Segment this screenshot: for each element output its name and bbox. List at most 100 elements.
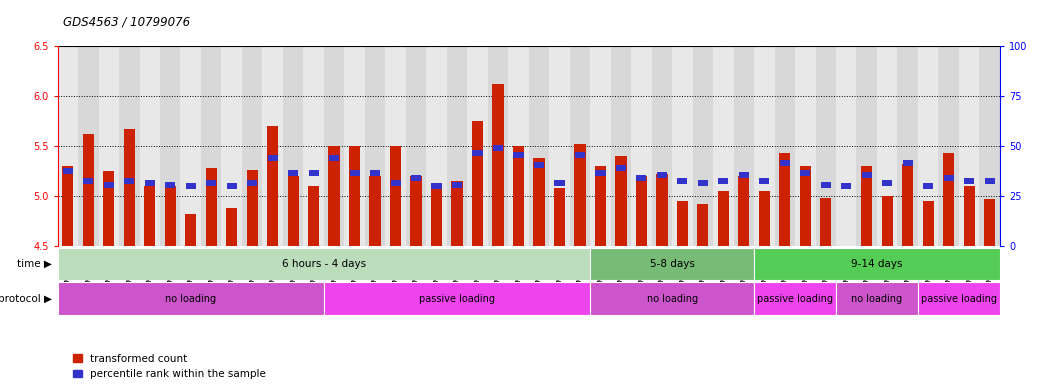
Text: passive loading: passive loading [921, 293, 997, 304]
Bar [754, 248, 1000, 280]
Bar [759, 191, 770, 246]
Bar [513, 152, 524, 158]
Bar [513, 146, 525, 246]
Bar [431, 186, 442, 246]
Text: no loading: no loading [647, 293, 697, 304]
Bar [918, 46, 938, 246]
Bar [841, 246, 852, 274]
Text: no loading: no loading [165, 293, 217, 304]
Bar [84, 179, 93, 184]
Bar [780, 161, 789, 166]
Bar [58, 46, 79, 246]
Bar [185, 214, 197, 246]
Bar [201, 46, 222, 246]
Bar [637, 175, 646, 181]
Bar [125, 179, 134, 184]
Bar [164, 186, 176, 246]
Bar [596, 170, 605, 176]
Text: time ▶: time ▶ [18, 259, 52, 269]
Text: passive loading: passive loading [757, 293, 833, 304]
Bar [246, 170, 258, 246]
Bar [488, 46, 508, 246]
Bar [883, 180, 892, 186]
Bar [288, 170, 298, 176]
Bar [98, 46, 119, 246]
Bar [734, 46, 754, 246]
Bar [165, 182, 175, 188]
Bar [472, 151, 483, 156]
Bar [222, 46, 242, 246]
Bar [595, 166, 606, 246]
Bar [288, 176, 298, 246]
Bar [862, 172, 872, 178]
Bar [62, 166, 73, 246]
Bar [467, 46, 488, 246]
Bar [124, 129, 135, 246]
Bar [918, 282, 1000, 315]
Bar [841, 184, 851, 189]
Bar [370, 176, 381, 246]
Bar [426, 46, 447, 246]
Bar [759, 179, 770, 184]
Text: no loading: no loading [851, 293, 903, 304]
Bar [247, 180, 258, 186]
Bar [903, 164, 913, 246]
Bar [821, 182, 831, 188]
Bar [391, 180, 401, 186]
Bar [610, 46, 631, 246]
Bar [800, 170, 810, 176]
Bar [591, 46, 610, 246]
Bar [836, 282, 918, 315]
Bar [344, 46, 364, 246]
Bar [304, 46, 324, 246]
Bar [739, 172, 749, 178]
Text: 6 hours - 4 days: 6 hours - 4 days [282, 259, 366, 269]
Bar [697, 180, 708, 186]
Bar [283, 46, 304, 246]
Bar [263, 46, 283, 246]
Bar [877, 46, 897, 246]
Bar [206, 180, 217, 186]
Bar [83, 134, 94, 246]
Bar [903, 161, 913, 166]
Bar [775, 46, 795, 246]
Bar [431, 184, 442, 189]
Bar [63, 169, 73, 174]
Bar [324, 282, 591, 315]
Bar [447, 46, 467, 246]
Bar [555, 180, 564, 186]
Bar [226, 208, 238, 246]
Bar [554, 188, 565, 246]
Bar [570, 46, 591, 246]
Text: GDS4563 / 10799076: GDS4563 / 10799076 [63, 15, 190, 28]
Bar [350, 170, 360, 176]
Bar [144, 186, 155, 246]
Bar [820, 198, 831, 246]
Bar [656, 174, 668, 246]
Bar [591, 282, 754, 315]
Text: 9-14 days: 9-14 days [851, 259, 903, 269]
Bar [492, 84, 504, 246]
Bar [119, 46, 139, 246]
Bar [242, 46, 263, 246]
Bar [493, 146, 503, 151]
Bar [267, 126, 279, 246]
Bar [717, 191, 729, 246]
Bar [308, 186, 319, 246]
Bar [882, 196, 893, 246]
Bar [452, 182, 462, 188]
Bar [816, 46, 836, 246]
Bar [324, 46, 344, 246]
Bar [779, 153, 790, 246]
Bar [943, 175, 954, 181]
Bar [79, 46, 98, 246]
Bar [329, 146, 340, 246]
Bar [575, 152, 585, 158]
Bar [959, 46, 979, 246]
Bar [533, 158, 544, 246]
Bar [856, 46, 877, 246]
Bar [693, 46, 713, 246]
Legend: transformed count, percentile rank within the sample: transformed count, percentile rank withi… [73, 354, 266, 379]
Bar [677, 179, 688, 184]
Bar [754, 282, 836, 315]
